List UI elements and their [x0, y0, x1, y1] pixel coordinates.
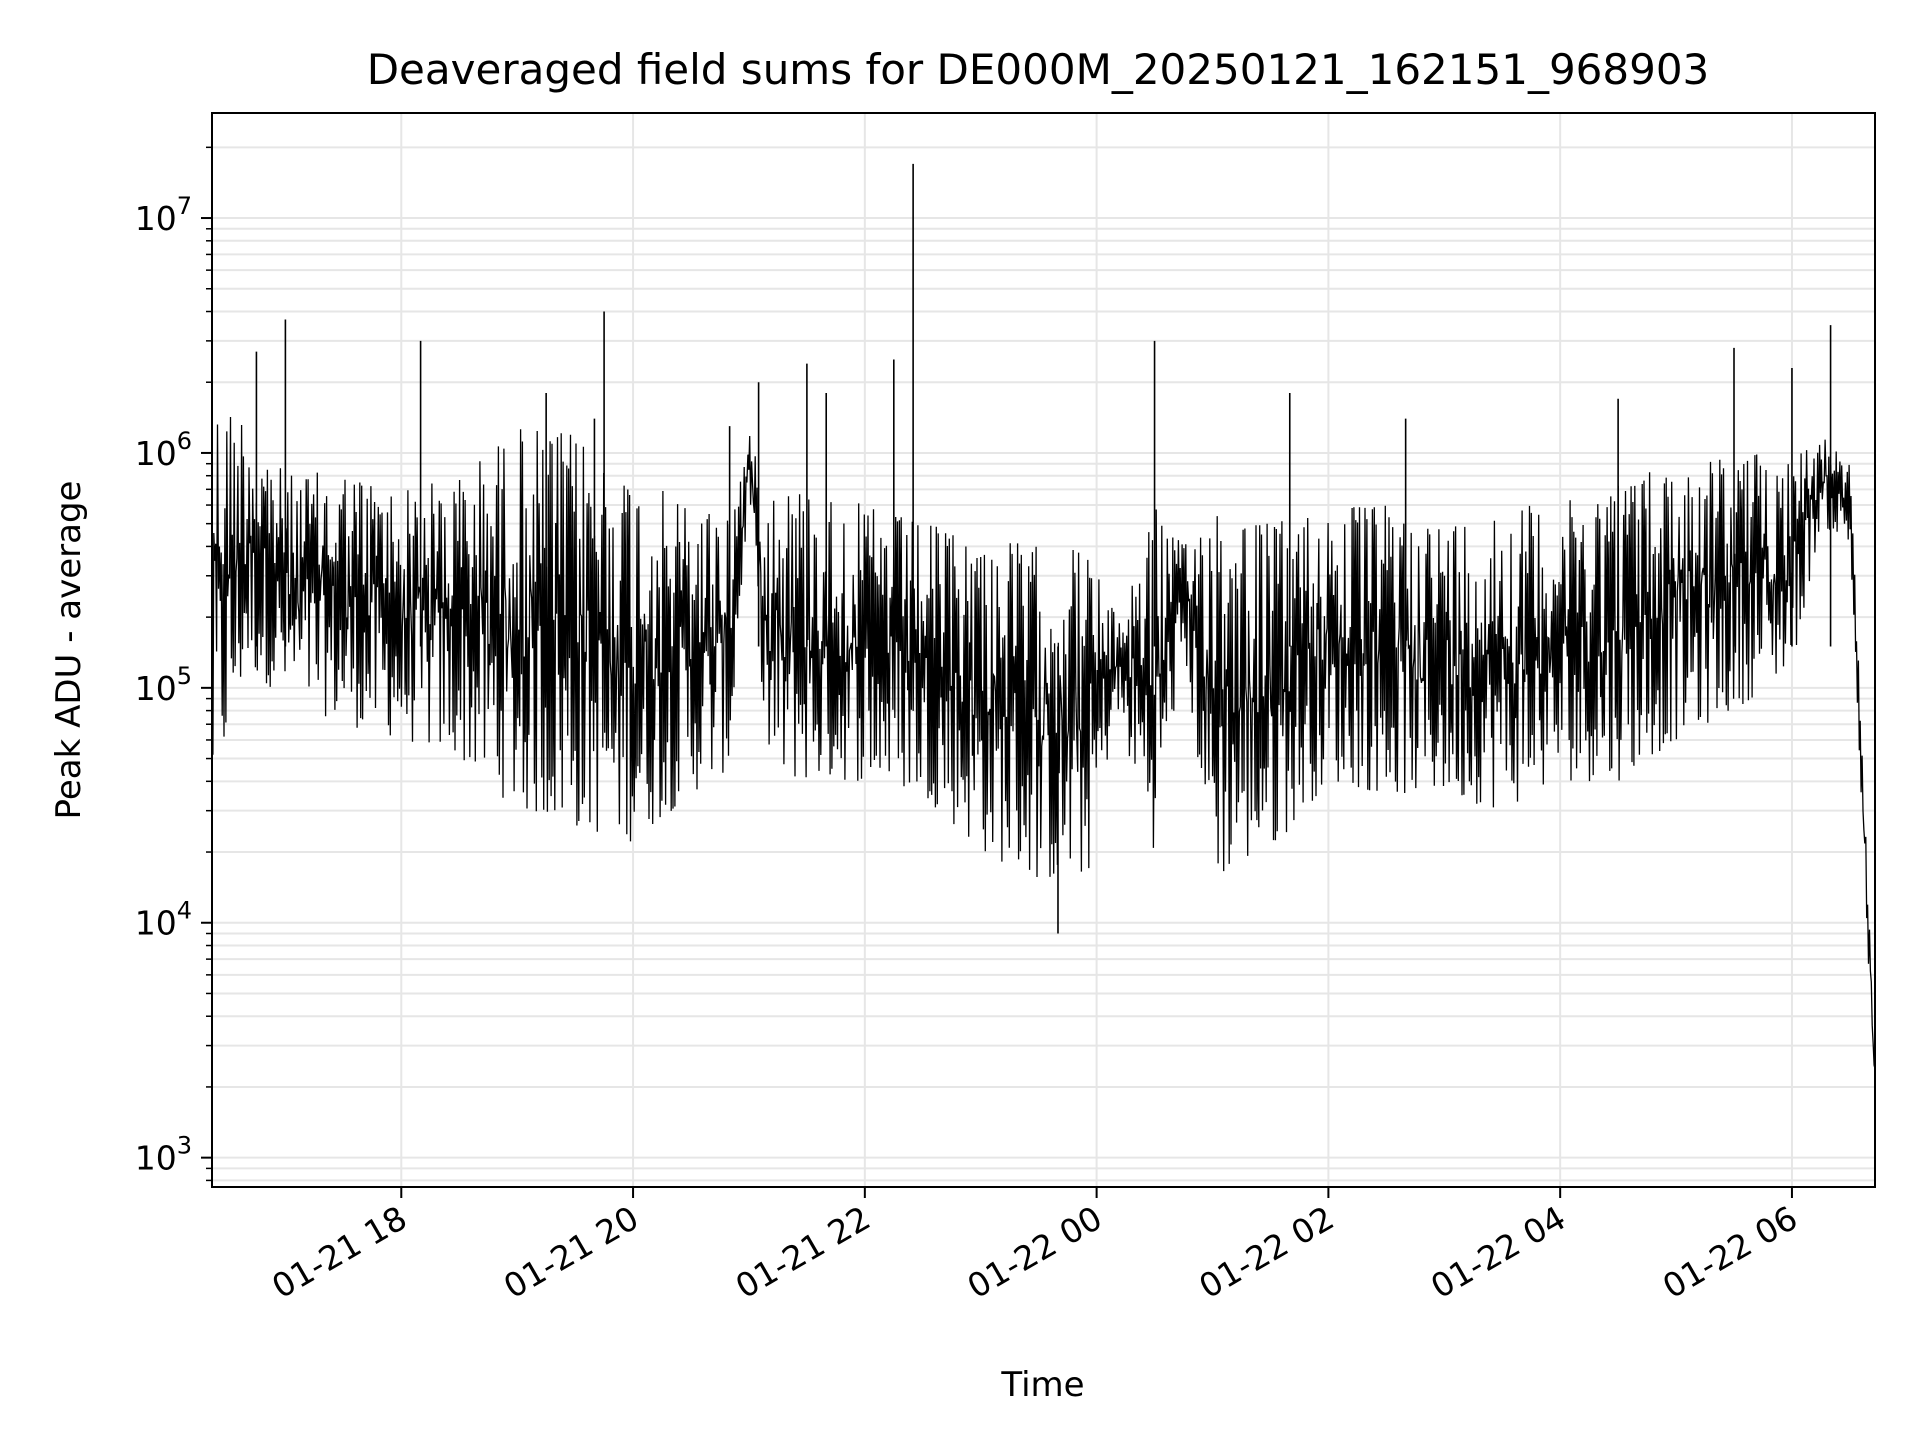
y-tick-label: 107 — [135, 192, 192, 238]
x-axis-label: Time — [1000, 1365, 1084, 1405]
series-group — [211, 163, 1876, 1070]
chart-title: Deaveraged field sums for DE000M_2025012… — [367, 45, 1710, 94]
y-tick-label: 104 — [135, 897, 192, 943]
y-tick-label: 106 — [135, 427, 192, 473]
y-axis: 103 104 105 106 107 — [135, 146, 212, 1182]
y-tick-label: 105 — [135, 662, 192, 708]
y-tick-label: 103 — [135, 1132, 192, 1178]
plot-frame — [211, 112, 1876, 1188]
y-axis-label: Peak ADU - average — [49, 481, 89, 820]
series-line — [211, 416, 1876, 1070]
